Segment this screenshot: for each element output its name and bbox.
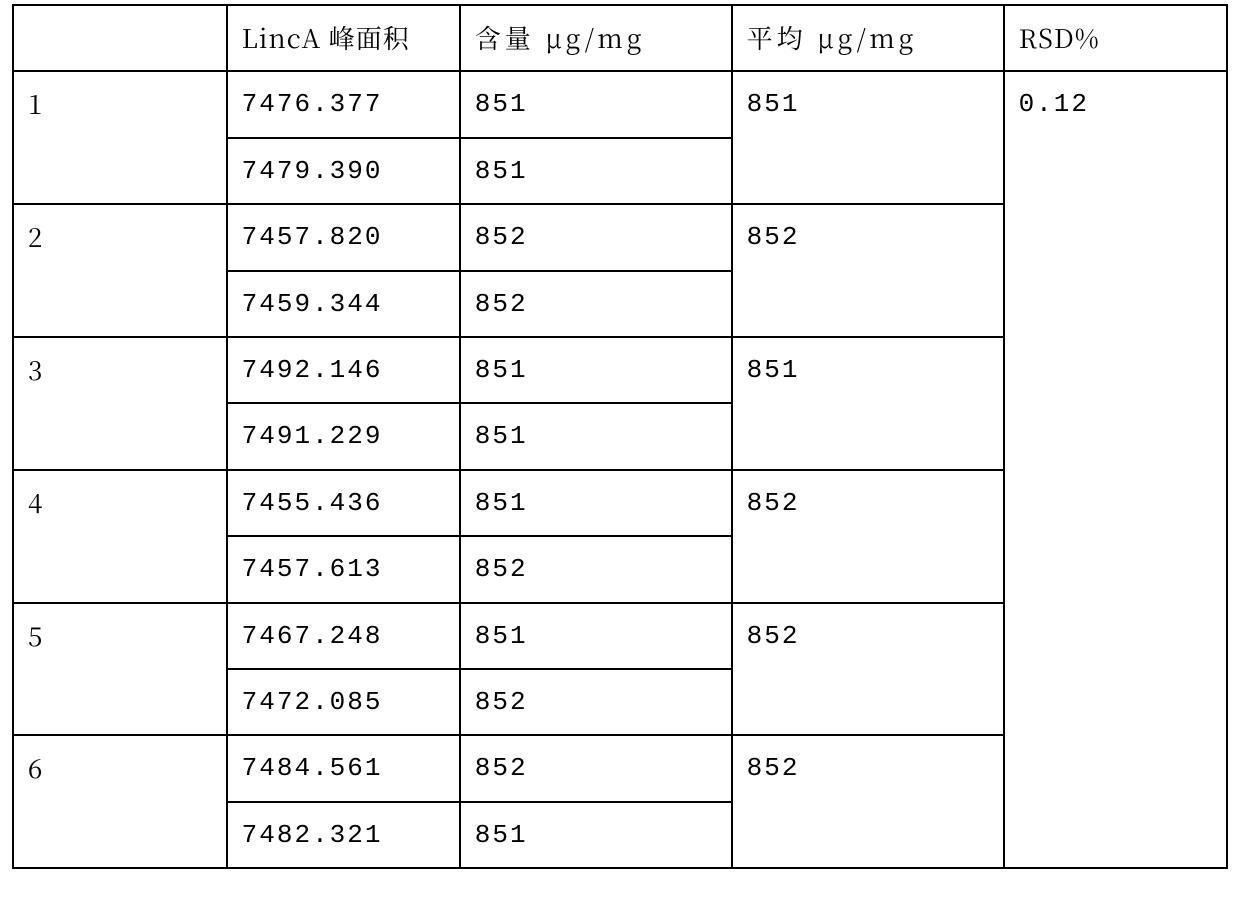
- group-index: 4: [13, 470, 227, 603]
- average-value: 851: [732, 71, 1004, 204]
- peak-area: 7491.229: [227, 403, 460, 469]
- table-row: 1 7476.377 851 851 0.12: [13, 71, 1227, 137]
- content-value: 852: [460, 669, 732, 735]
- average-value: 852: [732, 470, 1004, 603]
- peak-area: 7457.613: [227, 536, 460, 602]
- peak-area: 7484.561: [227, 735, 460, 801]
- peak-area: 7467.248: [227, 603, 460, 669]
- peak-area: 7492.146: [227, 337, 460, 403]
- rsd-value: 0.12: [1004, 71, 1227, 868]
- content-value: 852: [460, 271, 732, 337]
- content-value: 852: [460, 536, 732, 602]
- group-index: 5: [13, 603, 227, 736]
- content-value: 851: [460, 603, 732, 669]
- group-index: 6: [13, 735, 227, 868]
- group-index: 1: [13, 71, 227, 204]
- header-content: 含量 μg/mg: [460, 5, 732, 71]
- content-value: 851: [460, 470, 732, 536]
- average-value: 852: [732, 204, 1004, 337]
- header-peak-area: LincA 峰面积: [227, 5, 460, 71]
- content-value: 851: [460, 802, 732, 868]
- header-average: 平均 μg/mg: [732, 5, 1004, 71]
- content-value: 851: [460, 337, 732, 403]
- group-index: 3: [13, 337, 227, 470]
- table-header-row: LincA 峰面积 含量 μg/mg 平均 μg/mg RSD%: [13, 5, 1227, 71]
- content-value: 852: [460, 735, 732, 801]
- group-index: 2: [13, 204, 227, 337]
- average-value: 852: [732, 603, 1004, 736]
- content-value: 851: [460, 71, 732, 137]
- peak-area: 7455.436: [227, 470, 460, 536]
- header-rsd: RSD%: [1004, 5, 1227, 71]
- content-value: 851: [460, 403, 732, 469]
- peak-area: 7479.390: [227, 138, 460, 204]
- peak-area: 7482.321: [227, 802, 460, 868]
- average-value: 851: [732, 337, 1004, 470]
- content-value: 852: [460, 204, 732, 270]
- peak-area: 7459.344: [227, 271, 460, 337]
- data-table: LincA 峰面积 含量 μg/mg 平均 μg/mg RSD% 1 7476.…: [12, 4, 1228, 869]
- content-value: 851: [460, 138, 732, 204]
- peak-area: 7457.820: [227, 204, 460, 270]
- header-blank: [13, 5, 227, 71]
- peak-area: 7476.377: [227, 71, 460, 137]
- peak-area: 7472.085: [227, 669, 460, 735]
- average-value: 852: [732, 735, 1004, 868]
